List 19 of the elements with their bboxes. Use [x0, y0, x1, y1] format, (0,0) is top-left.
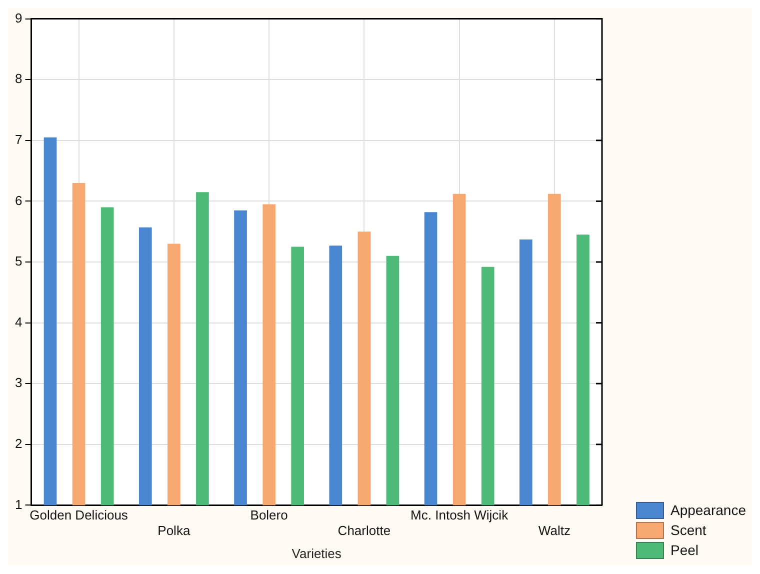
y-tick-label: 2 [14, 436, 22, 451]
x-tick-label: Charlotte [338, 523, 391, 538]
y-tick-label: 8 [14, 71, 22, 86]
x-tick-label: Bolero [250, 508, 288, 523]
y-tick-label: 6 [14, 192, 22, 208]
x-tick-label: Golden Delicious [30, 508, 128, 523]
y-tick-label: 1 [14, 496, 22, 512]
legend-label: Peel [670, 542, 699, 558]
legend-label: Scent [670, 522, 706, 538]
y-tick-label: 5 [14, 254, 22, 269]
y-tick-label: 3 [14, 375, 22, 390]
y-tick-label: 9 [14, 10, 22, 26]
x-axis-title: Varieties [292, 546, 342, 561]
x-tick-label: Mc. Intosh Wijcik [410, 508, 509, 523]
legend-label: Appearance [670, 502, 746, 518]
x-tick-label: Waltz [538, 523, 570, 538]
y-tick-label: 4 [14, 314, 22, 330]
x-tick-label: Polka [158, 523, 191, 538]
y-tick-label: 7 [14, 132, 22, 147]
